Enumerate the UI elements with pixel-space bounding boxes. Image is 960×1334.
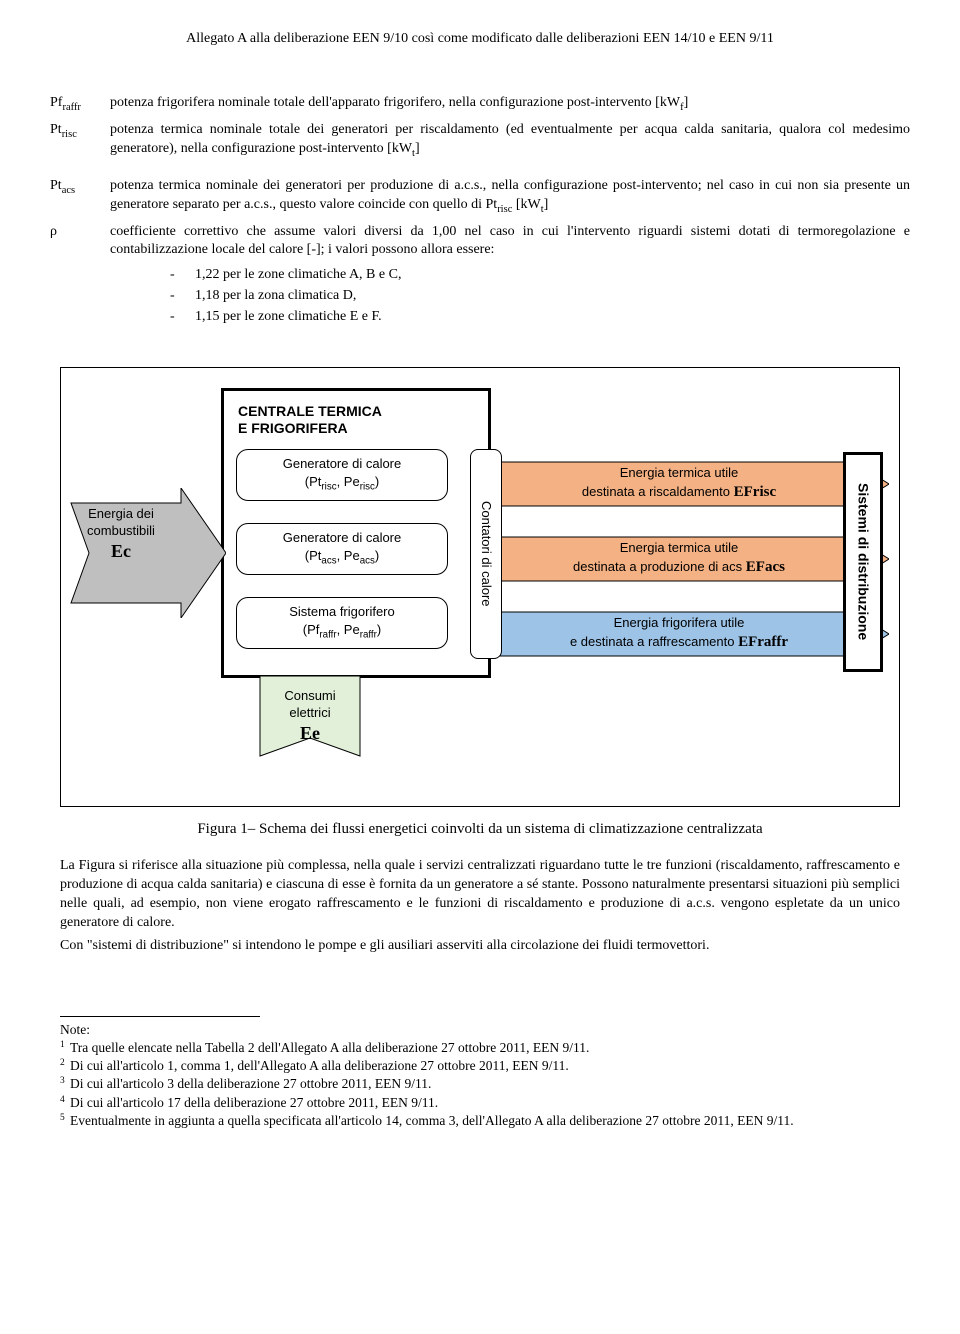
output-arrow-acs: Energia termica utile destinata a produz…	[489, 531, 869, 587]
notes-divider	[60, 1016, 260, 1017]
def-term: Ptrisc	[50, 121, 110, 161]
sistemi-box: Sistemi di distribuzione	[843, 452, 883, 672]
output-label: Energia termica utile destinata a riscal…	[509, 464, 849, 503]
definition-row: ρ coefficiente correttivo che assume val…	[50, 223, 910, 261]
output-label: Energia frigorifera utile e destinata a …	[509, 614, 849, 653]
definition-row: Ptrisc potenza termica nominale totale d…	[50, 121, 910, 161]
list-item: -1,22 per le zone climatiche A, B e C,	[170, 266, 910, 285]
sistemi-label: Sistemi di distribuzione	[854, 483, 873, 640]
note-item: 5Eventualmente in aggiunta a quella spec…	[60, 1112, 900, 1130]
definition-row: Ptacs potenza termica nominale dei gener…	[50, 177, 910, 217]
page-header: Allegato A alla deliberazione EEN 9/10 c…	[50, 30, 910, 49]
note-item: 3Di cui all'articolo 3 della deliberazio…	[60, 1075, 900, 1093]
contatori-box: Contatori di calore	[470, 449, 502, 659]
def-desc: coefficiente correttivo che assume valor…	[110, 223, 910, 261]
ec-label: Energia dei combustibili Ec	[56, 506, 186, 563]
bullet-list: -1,22 per le zone climatiche A, B e C, -…	[170, 266, 910, 327]
def-term: Pfraffr	[50, 94, 110, 115]
contatori-label: Contatori di calore	[477, 501, 495, 607]
centrale-title: CENTRALE TERMICA E FRIGORIFERA	[238, 403, 480, 437]
def-term: Ptacs	[50, 177, 110, 217]
notes-section: Note: 1Tra quelle elencate nella Tabella…	[60, 1021, 900, 1130]
list-item: -1,18 per la zona climatica D,	[170, 287, 910, 306]
generator-box: Generatore di calore (Ptacs, Peacs)	[236, 523, 448, 575]
def-desc: potenza frigorifera nominale totale dell…	[110, 94, 910, 115]
output-arrow-raffr: Energia frigorifera utile e destinata a …	[489, 606, 869, 662]
centrale-box: CENTRALE TERMICA E FRIGORIFERA Generator…	[221, 388, 491, 678]
def-desc: potenza termica nominale dei generatori …	[110, 177, 910, 217]
generator-box: Sistema frigorifero (Pfraffr, Peraffr)	[236, 597, 448, 649]
consumi-label: Consumi elettrici Ee	[255, 688, 365, 745]
figure-caption: Figura 1– Schema dei flussi energetici c…	[60, 819, 900, 839]
output-arrow-risc: Energia termica utile destinata a riscal…	[489, 456, 869, 512]
energy-diagram: Energia dei combustibili Ec Energia term…	[81, 398, 879, 786]
note-item: 1Tra quelle elencate nella Tabella 2 del…	[60, 1039, 900, 1057]
generator-box: Generatore di calore (Ptrisc, Perisc)	[236, 449, 448, 501]
body-paragraph: La Figura si riferisce alla situazione p…	[60, 857, 900, 933]
definition-row: Pfraffr potenza frigorifera nominale tot…	[50, 94, 910, 115]
def-desc: potenza termica nominale totale dei gene…	[110, 121, 910, 161]
output-label: Energia termica utile destinata a produz…	[509, 539, 849, 578]
list-item: -1,15 per le zone climatiche E e F.	[170, 308, 910, 327]
diagram-frame: Energia dei combustibili Ec Energia term…	[60, 367, 900, 807]
def-term: ρ	[50, 223, 110, 261]
note-item: 4Di cui all'articolo 17 della deliberazi…	[60, 1094, 900, 1112]
note-item: 2Di cui all'articolo 1, comma 1, dell'Al…	[60, 1057, 900, 1075]
body-paragraph: Con "sistemi di distribuzione" si intend…	[60, 937, 900, 956]
notes-title: Note:	[60, 1021, 900, 1039]
